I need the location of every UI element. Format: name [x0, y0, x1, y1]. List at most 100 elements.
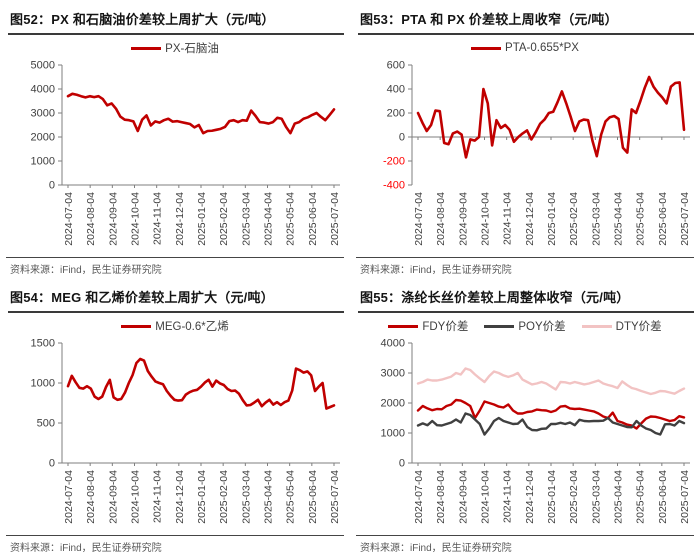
x-tick-label: 2024-07-04 [413, 470, 425, 524]
x-tick-label: 2024-08-04 [85, 192, 97, 246]
line-chart: -400 -200 0 200 400 600 2024-07-04 2024-08-04 20… [383, 60, 691, 246]
x-tick-label: 2024-08-04 [435, 192, 447, 246]
line-chart: 0 500 1000 1500 2024-07-04 2024-08-04 2024-09-… [31, 338, 341, 524]
x-tick-label: 2025-02-04 [218, 470, 230, 524]
y-tick-label: 2000 [31, 132, 55, 144]
y-tick-label: 600 [387, 60, 405, 72]
x-tick-label: 2024-11-04 [152, 192, 164, 245]
x-tick-label: 2025-01-04 [196, 192, 208, 246]
series-line-PTA-0.655*PX [416, 75, 686, 159]
series-line-PX-石脑油 [66, 92, 336, 135]
y-tick-label: 0 [399, 458, 405, 470]
x-tick-label: 2025-02-04 [568, 470, 580, 524]
y-tick-label: 4000 [31, 84, 55, 96]
series-line-MEG-0.6*乙烯 [66, 357, 336, 410]
y-tick-label: 0 [399, 132, 405, 144]
y-tick-label: 400 [387, 84, 405, 96]
x-tick-label: 2024-12-04 [174, 470, 186, 524]
legend-line-swatch [131, 46, 162, 50]
x-tick-label: 2024-07-04 [63, 470, 75, 524]
chart-legend: PTA-0.655*PX [356, 39, 694, 57]
y-tick-label: 3000 [381, 368, 405, 380]
chart-panel-fig54: 图54：MEG 和乙烯价差较上周扩大（元/吨） MEG-0.6*乙烯 0 500 1… [0, 278, 350, 556]
x-tick-label: 2025-04-04 [613, 192, 625, 246]
x-tick-label: 2024-07-04 [63, 192, 75, 246]
chart-legend: PX-石脑油 [6, 39, 344, 57]
x-tick-label: 2025-07-04 [329, 192, 341, 246]
x-tick-label: 2025-02-04 [568, 192, 580, 246]
x-tick-label: 2025-04-04 [263, 192, 275, 246]
x-tick-label: 2025-04-04 [263, 470, 275, 524]
chart-legend: FDY价差 POY价差 DTY价差 [356, 317, 694, 335]
y-tick-label: 3000 [31, 108, 55, 120]
y-tick-label: 4000 [381, 338, 405, 350]
legend-label: FDY价差 [422, 321, 469, 333]
x-tick-label: 2024-11-04 [502, 470, 514, 523]
x-tick-label: 2024-08-04 [435, 470, 447, 524]
x-tick-label: 2024-09-04 [457, 192, 469, 246]
x-tick-label: 2025-05-04 [635, 192, 647, 246]
panel-title: 图55：涤纶长丝价差较上周整体收窄（元/吨） [358, 285, 694, 313]
x-tick-label: 2025-05-04 [285, 192, 297, 246]
x-tick-label: 2024-07-04 [413, 192, 425, 246]
panel-title: 图52：PX 和石脑油价差较上周扩大（元/吨） [8, 7, 344, 35]
x-tick-label: 2025-03-04 [590, 192, 602, 246]
x-tick-label: 2025-06-04 [657, 470, 669, 524]
series-line-POY价差 [416, 412, 686, 436]
y-tick-label: 1000 [31, 378, 55, 390]
x-tick-label: 2024-10-04 [130, 192, 142, 246]
x-tick-label: 2025-02-04 [218, 192, 230, 246]
x-tick-label: 2025-05-04 [285, 470, 297, 524]
x-tick-label: 2025-01-04 [546, 192, 558, 246]
line-chart: 0 1000 2000 3000 4000 2024-07-04 2024-08-04 202… [381, 338, 691, 524]
x-tick-label: 2024-11-04 [502, 192, 514, 245]
chart-panel-fig55: 图55：涤纶长丝价差较上周整体收窄（元/吨） FDY价差 POY价差 DTY价差 0… [350, 278, 700, 556]
x-tick-label: 2025-01-04 [196, 470, 208, 524]
source-note: 资料来源：iFind，民生证券研究院 [6, 535, 344, 556]
x-tick-label: 2025-03-04 [590, 470, 602, 524]
x-tick-label: 2024-10-04 [480, 470, 492, 524]
x-tick-label: 2025-06-04 [307, 192, 319, 246]
chart-panel-fig52: 图52：PX 和石脑油价差较上周扩大（元/吨） PX-石脑油 0 1000 2000… [0, 0, 350, 278]
source-note: 资料来源：iFind，民生证券研究院 [6, 257, 344, 278]
x-tick-label: 2025-05-04 [635, 470, 647, 524]
y-tick-label: 500 [37, 418, 55, 430]
panel-title: 图53：PTA 和 PX 价差较上周收窄（元/吨） [358, 7, 694, 35]
legend-label: PTA-0.655*PX [505, 42, 579, 54]
x-tick-label: 2025-06-04 [307, 470, 319, 524]
legend-item: MEG-0.6*乙烯 [121, 318, 229, 334]
legend-line-swatch [581, 324, 612, 328]
source-note: 资料来源：iFind，民生证券研究院 [356, 257, 694, 278]
x-tick-label: 2024-10-04 [480, 192, 492, 246]
legend-label: MEG-0.6*乙烯 [155, 321, 229, 333]
x-tick-label: 2025-07-04 [679, 192, 691, 246]
x-tick-label: 2024-09-04 [457, 470, 469, 524]
y-tick-label: 2000 [381, 398, 405, 410]
source-note: 资料来源：iFind，民生证券研究院 [356, 535, 694, 556]
chart-panel-fig53: 图53：PTA 和 PX 价差较上周收窄（元/吨） PTA-0.655*PX -… [350, 0, 700, 278]
x-tick-label: 2024-09-04 [107, 192, 119, 246]
legend-label: POY价差 [518, 321, 566, 333]
y-tick-label: 200 [387, 108, 405, 120]
y-tick-label: -400 [383, 180, 405, 192]
x-tick-label: 2025-07-04 [329, 470, 341, 524]
x-tick-label: 2025-06-04 [657, 192, 669, 246]
legend-item: PTA-0.655*PX [471, 42, 579, 54]
legend-item: DTY价差 [581, 318, 662, 334]
panel-title: 图54：MEG 和乙烯价差较上周扩大（元/吨） [8, 285, 344, 313]
series-line-DTY价差 [416, 367, 686, 396]
y-tick-label: 5000 [31, 60, 55, 72]
legend-line-swatch [471, 46, 502, 50]
y-tick-label: 1000 [31, 156, 55, 168]
x-tick-label: 2024-12-04 [524, 192, 536, 246]
legend-label: PX-石脑油 [165, 43, 219, 55]
x-tick-label: 2024-10-04 [130, 470, 142, 524]
y-tick-label: 1000 [381, 428, 405, 440]
x-tick-label: 2025-03-04 [240, 470, 252, 524]
x-tick-label: 2025-07-04 [679, 470, 691, 524]
x-tick-label: 2024-08-04 [85, 470, 97, 524]
y-tick-label: -200 [383, 156, 405, 168]
chart-legend: MEG-0.6*乙烯 [6, 317, 344, 335]
x-tick-label: 2024-11-04 [152, 470, 164, 523]
